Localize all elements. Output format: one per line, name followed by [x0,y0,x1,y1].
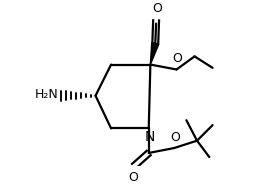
Text: H₂N: H₂N [35,88,59,100]
Text: N: N [144,130,155,144]
Text: O: O [170,131,180,144]
Text: O: O [172,52,182,65]
Polygon shape [150,43,159,65]
Text: O: O [152,2,162,15]
Text: O: O [128,171,138,184]
